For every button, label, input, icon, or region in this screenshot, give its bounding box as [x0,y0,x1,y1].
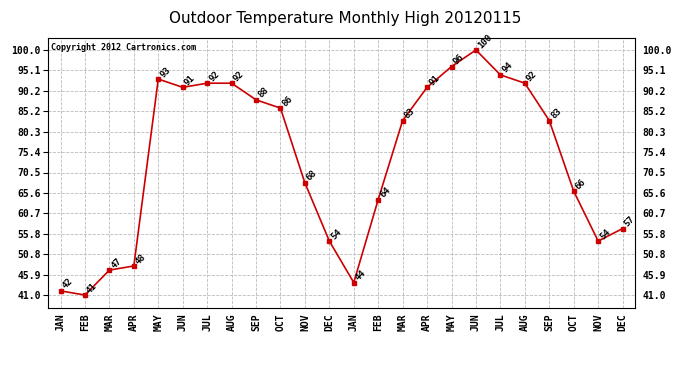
Text: 48: 48 [134,252,148,266]
Text: 83: 83 [403,106,417,121]
Text: 57: 57 [622,214,637,229]
Text: 100: 100 [476,32,494,50]
Text: 68: 68 [305,169,319,183]
Text: 44: 44 [354,268,368,283]
Text: 83: 83 [549,106,563,121]
Text: 54: 54 [329,227,344,241]
Text: 91: 91 [183,74,197,87]
Text: 92: 92 [207,69,221,83]
Text: 41: 41 [85,281,99,295]
Text: 86: 86 [280,94,295,108]
Text: Copyright 2012 Cartronics.com: Copyright 2012 Cartronics.com [51,43,196,52]
Text: 96: 96 [451,53,466,67]
Text: 47: 47 [110,256,124,270]
Text: 93: 93 [158,65,172,79]
Text: 94: 94 [500,61,514,75]
Text: 42: 42 [61,277,75,291]
Text: 66: 66 [573,177,588,191]
Text: 54: 54 [598,227,612,241]
Text: 64: 64 [378,186,392,200]
Text: 92: 92 [232,69,246,83]
Text: 91: 91 [427,74,441,87]
Text: 92: 92 [525,69,539,83]
Text: 88: 88 [256,86,270,100]
Text: Outdoor Temperature Monthly High 20120115: Outdoor Temperature Monthly High 2012011… [169,11,521,26]
